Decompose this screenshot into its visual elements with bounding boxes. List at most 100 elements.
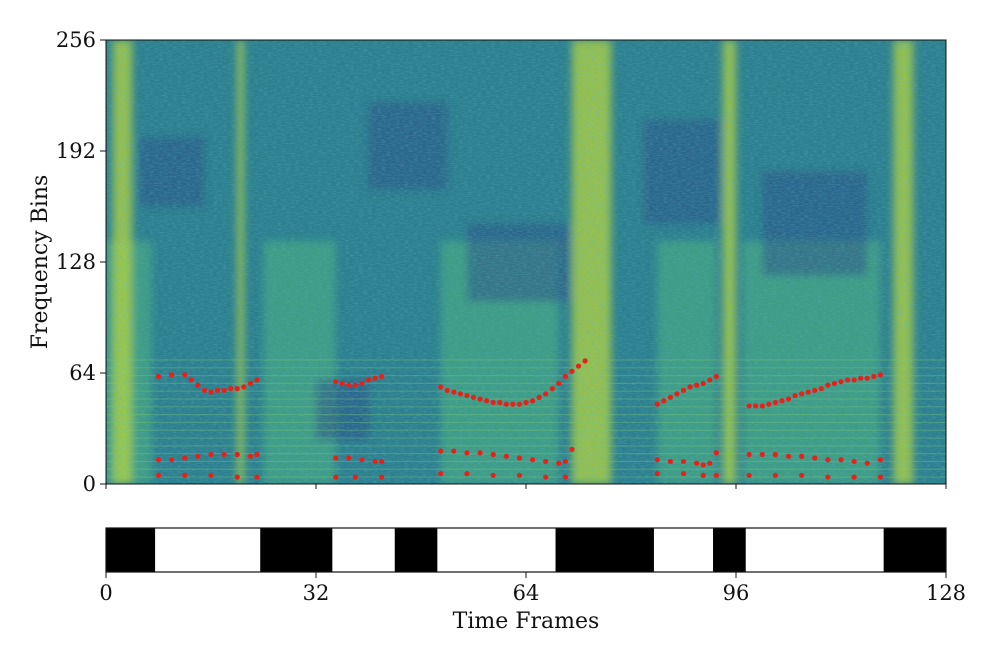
pitch-point-h2 xyxy=(464,470,470,477)
pitch-point-h0 xyxy=(536,394,542,400)
pitch-point-h1 xyxy=(772,451,778,458)
pitch-point-h0 xyxy=(785,396,792,402)
pitch-point-h1 xyxy=(247,453,253,459)
pitch-point-h0 xyxy=(687,384,693,390)
pitch-point-h0 xyxy=(477,396,483,402)
y-tick-label: 0 xyxy=(83,472,96,496)
pitch-point-h0 xyxy=(208,389,214,395)
pitch-point-h0 xyxy=(562,373,568,380)
pitch-point-h2 xyxy=(772,472,778,478)
pitch-point-h0 xyxy=(575,363,582,369)
x-axis-label: Time Frames xyxy=(453,609,600,634)
pitch-point-h0 xyxy=(379,373,385,380)
pitch-point-h2 xyxy=(208,472,214,478)
pitch-point-h1 xyxy=(877,457,883,463)
pitch-point-h0 xyxy=(707,377,713,383)
pitch-point-h2 xyxy=(352,474,358,480)
y-tick-label: 128 xyxy=(56,250,96,274)
pitch-point-h0 xyxy=(352,382,358,388)
pitch-point-h0 xyxy=(195,382,201,388)
pitch-point-h0 xyxy=(221,387,227,393)
pitch-point-h0 xyxy=(438,384,444,390)
pitch-point-h0 xyxy=(444,387,450,393)
pitch-point-h0 xyxy=(470,394,477,400)
pitch-point-h1 xyxy=(825,457,831,463)
pitch-point-h1 xyxy=(799,453,805,459)
y-tick-label: 192 xyxy=(56,139,96,163)
pitch-point-h0 xyxy=(825,382,831,388)
pitch-point-h0 xyxy=(864,375,870,381)
mask-segment-on xyxy=(106,528,156,572)
pitch-point-h1 xyxy=(490,451,496,458)
pitch-point-h1 xyxy=(812,455,818,461)
pitch-point-h0 xyxy=(188,377,194,383)
pitch-point-h0 xyxy=(818,386,824,392)
voiced-mask-bar xyxy=(106,528,946,572)
pitch-point-h1 xyxy=(556,460,562,466)
pitch-point-h0 xyxy=(772,399,778,406)
pitch-point-h0 xyxy=(858,375,864,381)
pitch-point-h0 xyxy=(851,377,857,383)
pitch-point-h2 xyxy=(254,474,260,480)
pitch-point-h2 xyxy=(713,472,719,478)
x-tick-label: 64 xyxy=(513,581,540,605)
pitch-point-h0 xyxy=(529,398,536,404)
pitch-point-h0 xyxy=(490,399,496,406)
pitch-point-h1 xyxy=(838,457,844,463)
pitch-point-h1 xyxy=(543,458,549,465)
pitch-point-h1 xyxy=(359,457,365,463)
pitch-point-h2 xyxy=(543,474,549,480)
pitch-point-h2 xyxy=(182,472,188,478)
pitch-tracks xyxy=(155,358,883,480)
pitch-point-h2 xyxy=(877,474,883,480)
pitch-point-h0 xyxy=(766,401,772,407)
x-tick-label: 96 xyxy=(723,581,750,605)
pitch-point-h0 xyxy=(464,392,470,399)
pitch-point-h0 xyxy=(214,387,221,393)
pitch-point-h1 xyxy=(451,448,457,454)
pitch-point-h0 xyxy=(169,372,175,378)
pitch-point-h2 xyxy=(825,474,831,480)
pitch-point-h0 xyxy=(713,373,719,380)
mask-segment-off xyxy=(332,528,395,572)
pitch-point-h0 xyxy=(457,391,463,397)
pitch-point-h1 xyxy=(851,458,857,465)
mask-segment-off xyxy=(437,528,556,572)
mask-segment-on xyxy=(555,528,654,572)
pitch-point-h0 xyxy=(503,401,509,407)
pitch-point-h0 xyxy=(254,377,260,383)
pitch-point-h0 xyxy=(247,380,253,387)
pitch-point-h0 xyxy=(569,368,575,374)
pitch-point-h0 xyxy=(372,375,378,381)
mask-segment-off xyxy=(745,528,884,572)
pitch-point-h1 xyxy=(746,451,752,458)
mask-segment-on xyxy=(883,528,946,572)
pitch-point-h0 xyxy=(516,401,523,407)
pitch-point-h1 xyxy=(562,458,568,465)
pitch-point-h0 xyxy=(759,403,765,409)
pitch-point-h2 xyxy=(490,472,496,478)
pitch-point-h2 xyxy=(746,472,752,478)
y-axis: 0 64 128 192 256 xyxy=(56,28,106,496)
pitch-point-h2 xyxy=(851,474,857,480)
pitch-point-h1 xyxy=(169,457,175,463)
pitch-point-h0 xyxy=(805,389,811,395)
pitch-point-h0 xyxy=(779,398,785,404)
pitch-point-h2 xyxy=(516,472,523,478)
pitch-point-h0 xyxy=(556,380,562,387)
pitch-point-h1 xyxy=(379,458,385,465)
pitch-point-h1 xyxy=(438,448,444,454)
pitch-point-h1 xyxy=(516,455,523,461)
pitch-point-h2 xyxy=(700,472,706,478)
pitch-point-h1 xyxy=(333,455,339,461)
pitch-point-h0 xyxy=(228,386,234,392)
y-axis-label: Frequency Bins xyxy=(28,175,53,350)
pitch-point-h0 xyxy=(346,382,352,388)
pitch-point-h2 xyxy=(155,472,162,478)
pitch-point-h2 xyxy=(562,474,568,480)
pitch-point-h0 xyxy=(155,373,162,380)
pitch-point-h1 xyxy=(221,451,227,458)
pitch-point-h0 xyxy=(799,391,805,397)
pitch-point-h0 xyxy=(365,377,372,383)
pitch-point-h1 xyxy=(700,462,706,468)
